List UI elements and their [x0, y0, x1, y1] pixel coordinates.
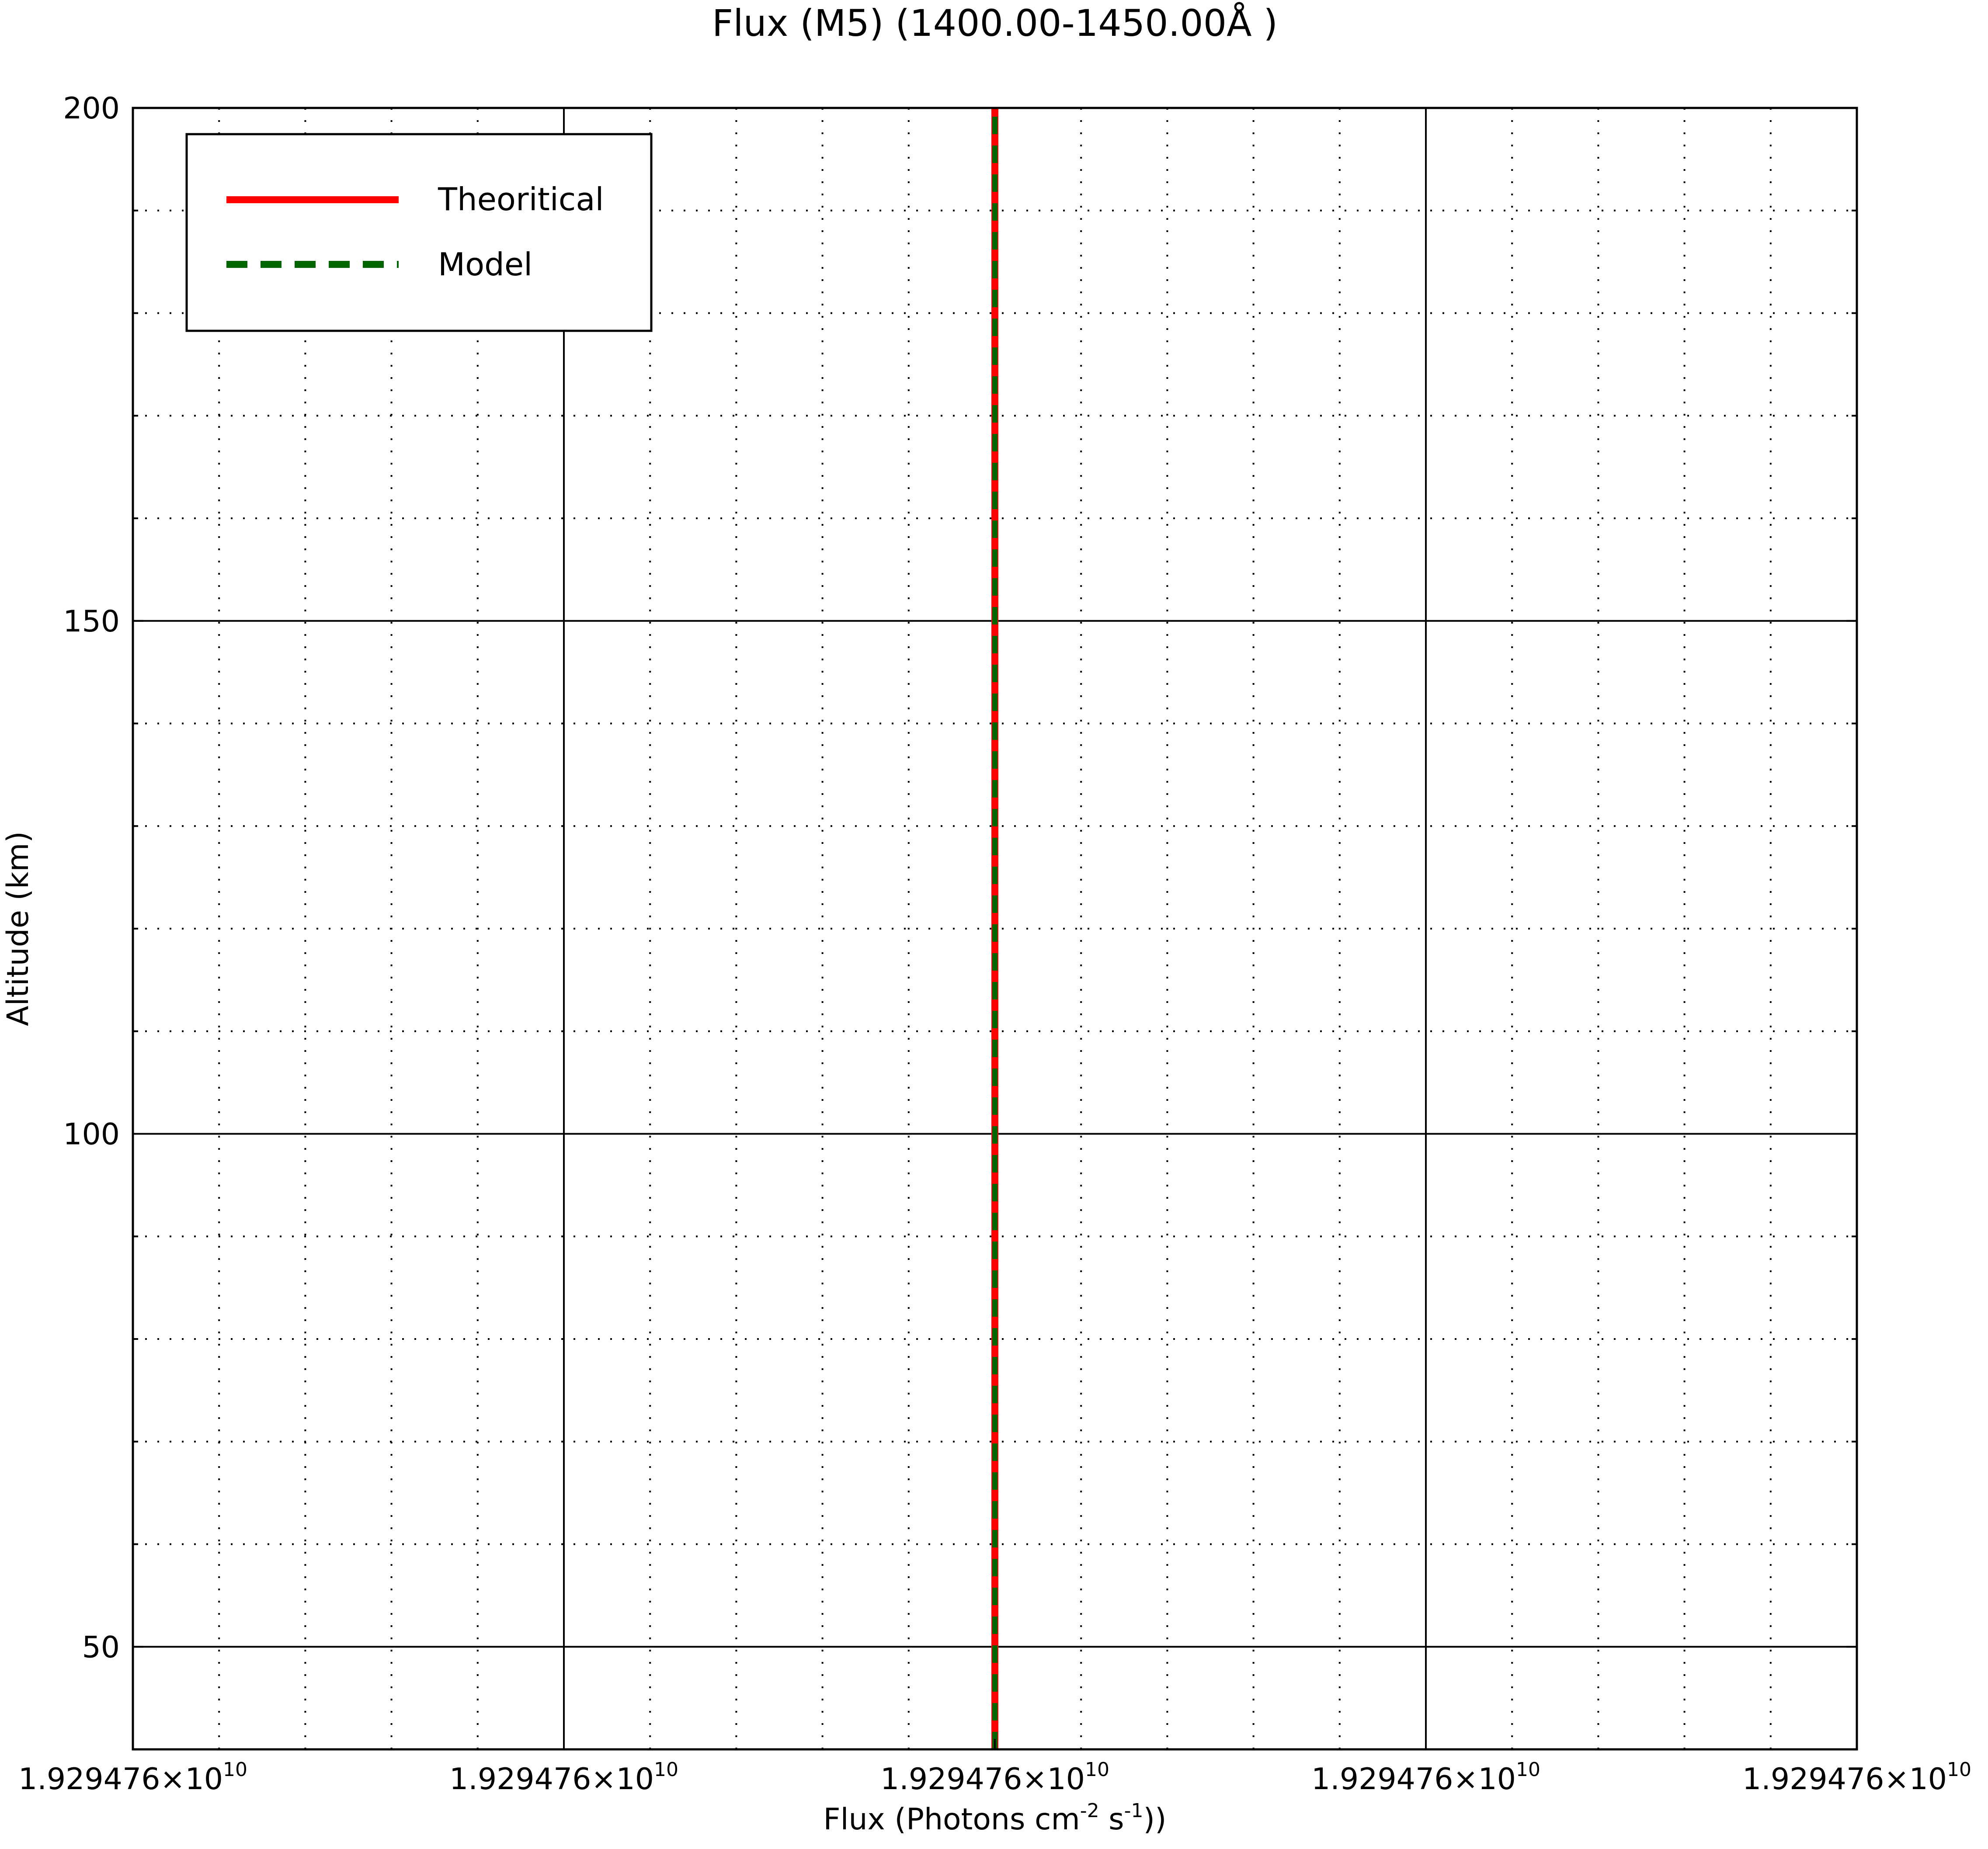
grid-layer	[133, 108, 1857, 1750]
legend-box	[185, 133, 653, 332]
y-tick-label: 150	[63, 604, 120, 639]
y-tick-label: 50	[82, 1630, 120, 1665]
chart-title: Flux (M5) (1400.00-1450.00Å )	[712, 1, 1278, 45]
y-tick-label: 100	[63, 1117, 120, 1152]
y-tick-label: 200	[63, 91, 120, 126]
x-tick-label: 1.929476×1010	[18, 1759, 247, 1797]
x-tick-label: 1.929476×1010	[449, 1759, 678, 1797]
x-tick-label: 1.929476×1010	[1742, 1759, 1971, 1797]
legend-label-theoritical: Theoritical	[438, 181, 604, 218]
legend-label-model: Model	[438, 246, 532, 283]
x-axis-label: Flux (Photons cm-2 s-1))	[823, 1800, 1166, 1837]
legend: Theoritical Model	[185, 133, 653, 332]
x-tick-label: 1.929476×1010	[880, 1759, 1109, 1797]
tick-layer: 50 100 150 200 1.929476×1010 1.929476×1010 1.9…	[18, 91, 1971, 1797]
x-tick-label: 1.929476×1010	[1311, 1759, 1540, 1797]
y-axis-label: Altitude (km)	[1, 831, 35, 1026]
